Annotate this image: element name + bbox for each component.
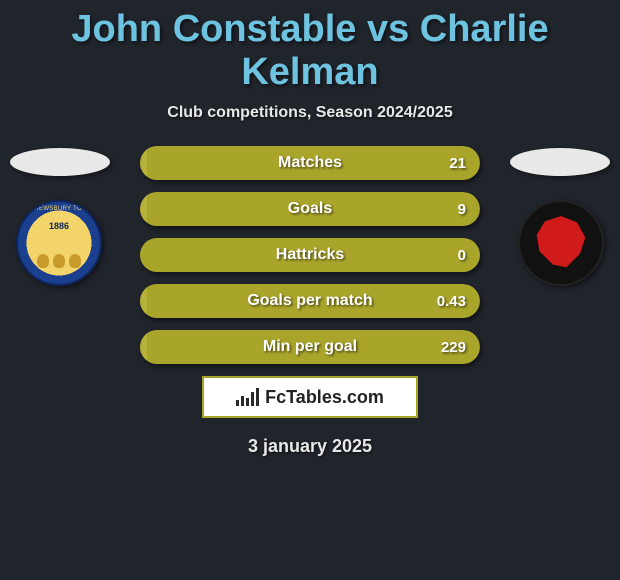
stat-label: Hattricks <box>276 246 344 264</box>
date-line: 3 january 2025 <box>0 436 620 457</box>
comparison-panel: SHREWSBURY TOWN 1886 Matches 21 Goals 9 Hatt… <box>0 146 620 457</box>
player-left-photo-placeholder <box>10 148 110 176</box>
stat-value-right: 229 <box>441 339 466 356</box>
stat-row: Hattricks 0 <box>140 238 480 272</box>
stat-row: Goals 9 <box>140 192 480 226</box>
stat-fill-left <box>140 146 147 180</box>
stat-label: Goals <box>288 200 332 218</box>
stat-fill-left <box>140 284 147 318</box>
stat-row: Min per goal 229 <box>140 330 480 364</box>
stat-value-right: 21 <box>449 155 466 172</box>
stat-row: Matches 21 <box>140 146 480 180</box>
stat-row: Goals per match 0.43 <box>140 284 480 318</box>
brand-text: FcTables.com <box>265 387 384 408</box>
page-title: John Constable vs Charlie Kelman <box>0 0 620 94</box>
bar-chart-icon <box>236 388 259 406</box>
brand-box[interactable]: FcTables.com <box>202 376 418 418</box>
stat-value-right: 0 <box>458 247 466 264</box>
stat-label: Min per goal <box>263 338 357 356</box>
stat-rows: Matches 21 Goals 9 Hattricks 0 Goals per match… <box>140 146 480 364</box>
stat-fill-left <box>140 192 147 226</box>
badge-left-lions-icon <box>37 254 81 268</box>
subtitle: Club competitions, Season 2024/2025 <box>0 104 620 122</box>
stat-label: Matches <box>278 154 342 172</box>
badge-left-top-text: SHREWSBURY TOWN <box>25 206 92 212</box>
club-badge-left: SHREWSBURY TOWN 1886 <box>16 200 102 286</box>
stat-value-right: 9 <box>458 201 466 218</box>
dragon-icon <box>534 216 588 270</box>
badge-left-year: 1886 <box>46 220 72 232</box>
player-right-photo-placeholder <box>510 148 610 176</box>
stat-label: Goals per match <box>247 292 372 310</box>
club-badge-right <box>518 200 604 286</box>
stat-fill-left <box>140 330 147 364</box>
stat-value-right: 0.43 <box>437 293 466 310</box>
